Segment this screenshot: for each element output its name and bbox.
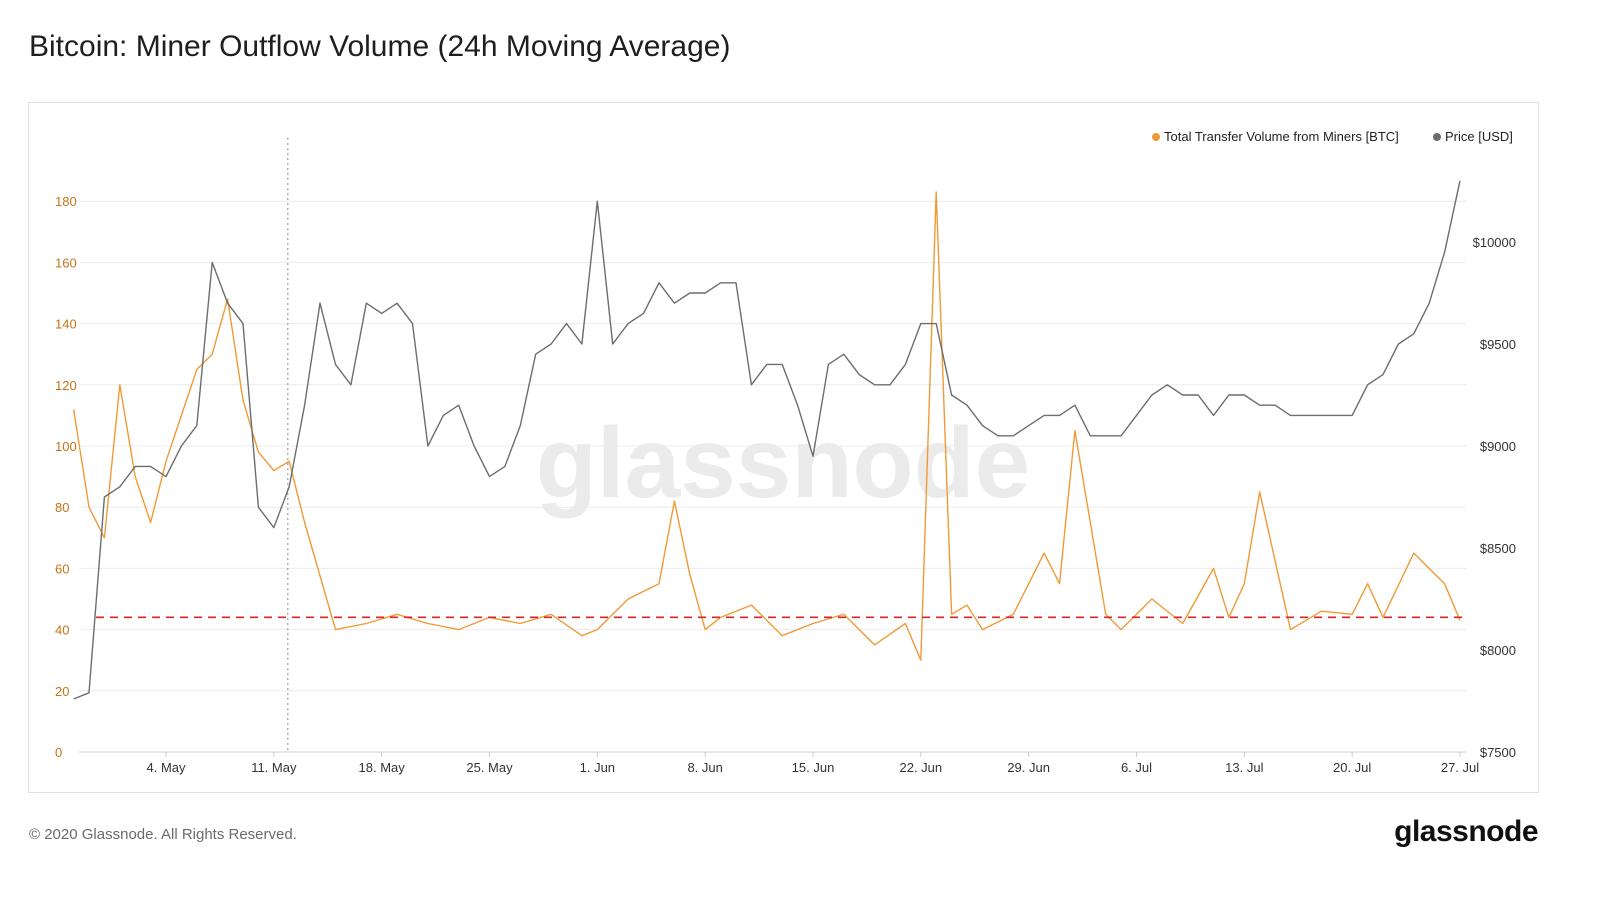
x-tick-label: 6. Jul [1121, 760, 1152, 775]
left-tick-label: 20 [55, 684, 69, 699]
left-tick-label: 160 [55, 255, 77, 270]
price-series-line [73, 180, 1461, 700]
x-tick-label: 18. May [359, 760, 406, 775]
right-tick-label: $9000 [1480, 439, 1516, 454]
x-tick-label: 4. May [146, 760, 186, 775]
volume-series-line [72, 191, 1461, 661]
copyright-footer: © 2020 Glassnode. All Rights Reserved. [29, 826, 297, 843]
x-tick-label: 27. Jul [1441, 760, 1479, 775]
right-axis: $7500 $8000 $8500 $9000 $9500 $10000 [1473, 235, 1516, 760]
legend-price-label: Price [USD] [1445, 129, 1513, 144]
left-tick-label: 100 [55, 439, 77, 454]
glassnode-logo: glassnode [1394, 815, 1538, 848]
chart-title: Bitcoin: Miner Outflow Volume (24h Movin… [29, 30, 731, 63]
legend: Total Transfer Volume from Miners [BTC] … [1152, 129, 1513, 144]
x-tick-label: 20. Jul [1333, 760, 1371, 775]
left-tick-label: 60 [55, 561, 69, 576]
x-tick-label: 11. May [251, 760, 297, 775]
left-tick-label: 180 [55, 194, 77, 209]
legend-volume-label: Total Transfer Volume from Miners [BTC] [1164, 129, 1399, 144]
right-tick-label: $8000 [1480, 643, 1516, 658]
left-tick-label: 0 [55, 745, 62, 760]
x-tick-label: 29. Jun [1007, 760, 1050, 775]
right-tick-label: $8500 [1480, 541, 1516, 556]
series-lines [72, 180, 1466, 700]
x-tick-label: 15. Jun [792, 760, 835, 775]
right-tick-label: $7500 [1480, 745, 1516, 760]
x-axis: 4. May 11. May 18. May 25. May 1. Jun 8. Jun 1… [146, 752, 1479, 775]
legend-price-swatch [1433, 133, 1441, 141]
x-tick-label: 1. Jun [580, 760, 615, 775]
x-tick-label: 22. Jun [900, 760, 943, 775]
right-tick-label: $10000 [1473, 235, 1516, 250]
x-tick-label: 8. Jun [687, 760, 722, 775]
left-tick-label: 140 [55, 317, 77, 332]
legend-volume-swatch [1152, 133, 1160, 141]
chart-frame [28, 102, 1539, 793]
left-tick-label: 120 [55, 378, 77, 393]
right-tick-label: $9500 [1480, 337, 1516, 352]
x-tick-label: 25. May [466, 760, 513, 775]
gridlines [79, 138, 1466, 753]
x-tick-label: 13. Jul [1225, 760, 1263, 775]
left-axis: 0 20 40 60 80 100 120 140 160 180 [55, 194, 77, 760]
left-tick-label: 40 [55, 623, 69, 638]
left-tick-label: 80 [55, 500, 69, 515]
watermark: glassnode [536, 407, 1031, 519]
